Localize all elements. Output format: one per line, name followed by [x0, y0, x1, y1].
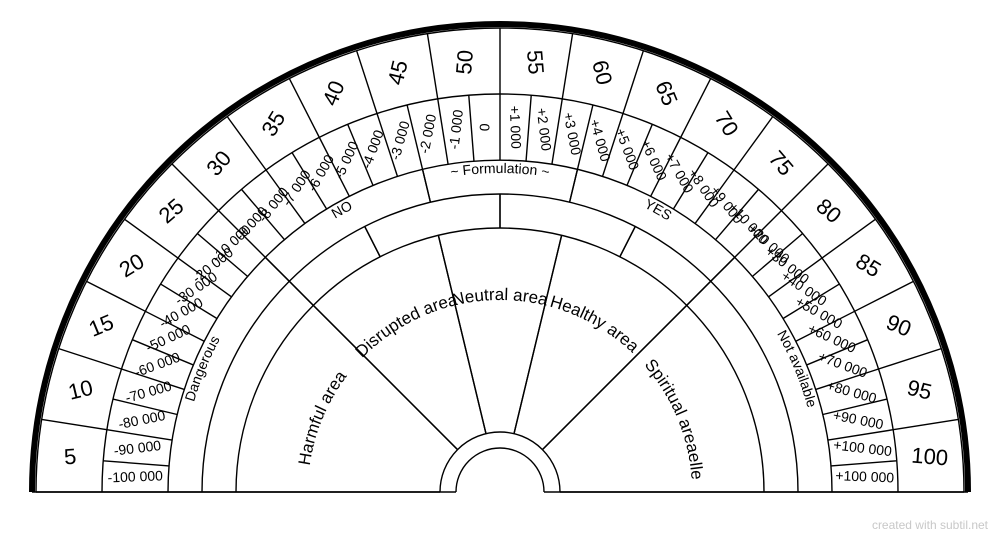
svg-text:40: 40	[317, 77, 349, 109]
svg-text:-2 000: -2 000	[416, 113, 439, 155]
dial-svg: 5 10 15 2025 30 35 40 45 50 55 60 65 70 75 8085 90 95 100…	[0, 0, 1000, 540]
svg-text:15: 15	[85, 309, 117, 341]
svg-text:0: 0	[476, 123, 492, 132]
svg-text:85: 85	[851, 248, 885, 282]
svg-text:Not available: Not available	[774, 327, 820, 409]
svg-text:25: 25	[154, 193, 189, 228]
svg-text:70: 70	[710, 107, 744, 141]
svg-text:45: 45	[383, 58, 413, 88]
svg-text:+80 000: +80 000	[825, 377, 879, 406]
svg-text:80: 80	[811, 193, 846, 228]
svg-text:+4 000: +4 000	[587, 117, 614, 163]
svg-text:75: 75	[764, 146, 799, 181]
svg-text:65: 65	[650, 77, 682, 109]
svg-text:+100 000: +100 000	[832, 436, 892, 459]
svg-text:-3 000: -3 000	[387, 119, 413, 162]
svg-text:-1 000: -1 000	[446, 109, 467, 151]
svg-text:NO: NO	[328, 197, 354, 221]
svg-text:+100 000: +100 000	[835, 467, 895, 485]
svg-text:-100 000: -100 000	[107, 467, 163, 485]
svg-text:Spiritual areaelle: Spiritual areaelle	[641, 355, 707, 480]
svg-text:60: 60	[587, 58, 617, 88]
dowsing-dial: 5 10 15 2025 30 35 40 45 50 55 60 65 70 75 8085 90 95 100…	[0, 0, 1000, 540]
svg-text:-90 000: -90 000	[113, 437, 162, 458]
svg-text:-70 000: -70 000	[123, 377, 173, 405]
svg-text:+70 000: +70 000	[816, 348, 870, 381]
svg-text:Dangerous: Dangerous	[181, 333, 222, 403]
svg-text:~ Formulation ~: ~ Formulation ~	[449, 160, 550, 180]
svg-text:-60 000: -60 000	[132, 349, 182, 381]
svg-text:Healthy area: Healthy area	[548, 292, 643, 356]
svg-text:+2 000: +2 000	[534, 107, 555, 152]
credit-text: created with subtil.net	[872, 518, 988, 532]
svg-text:10: 10	[66, 375, 96, 405]
svg-text:Harmful area: Harmful area	[295, 367, 351, 467]
svg-text:-80 000: -80 000	[117, 407, 167, 432]
svg-text:35: 35	[256, 107, 290, 141]
svg-text:+3 000: +3 000	[560, 111, 584, 157]
svg-text:50: 50	[451, 49, 478, 75]
svg-text:+5 000: +5 000	[613, 126, 643, 172]
svg-text:30: 30	[201, 146, 236, 181]
svg-text:90: 90	[883, 309, 915, 341]
svg-text:20: 20	[115, 248, 149, 282]
svg-text:5: 5	[63, 444, 77, 470]
svg-text:100: 100	[911, 443, 950, 471]
svg-text:95: 95	[905, 375, 935, 405]
svg-text:Disrupted area: Disrupted area	[352, 290, 460, 361]
svg-text:-4 000: -4 000	[358, 128, 387, 171]
svg-text:+1 000: +1 000	[507, 105, 525, 149]
svg-text:+90 000: +90 000	[832, 407, 885, 433]
svg-text:55: 55	[522, 49, 549, 75]
svg-text:Neutral area: Neutral area	[450, 285, 550, 310]
